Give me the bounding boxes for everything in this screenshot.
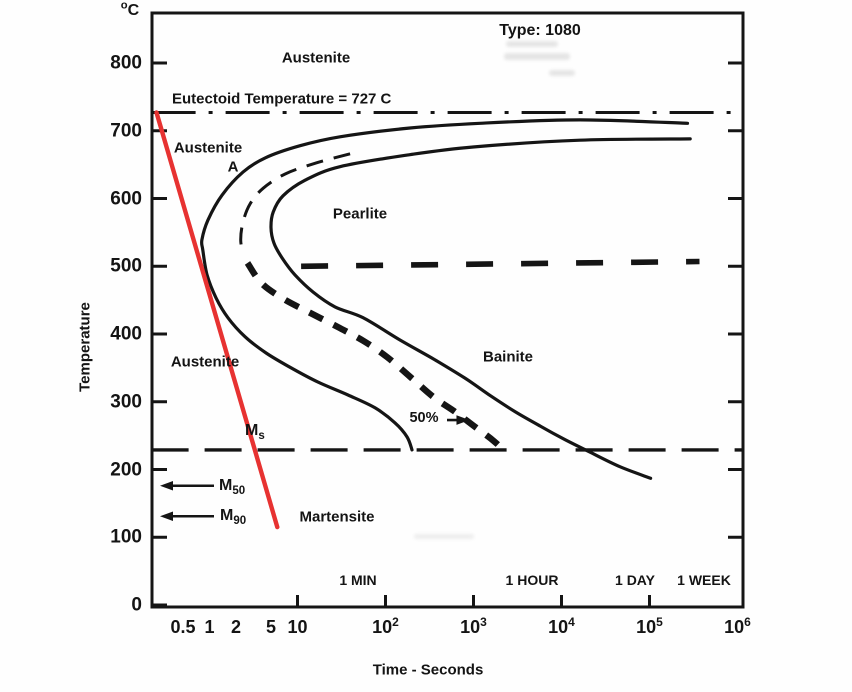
x-tick-label: 10 xyxy=(287,617,308,637)
curve-fifty-percent-upper xyxy=(239,152,351,255)
ms-base: M xyxy=(245,422,259,439)
curve-fifty-percent-lower xyxy=(244,261,503,450)
label-austenite-upper-left: Austenite xyxy=(173,139,243,157)
x-tick-label: 106 xyxy=(724,615,751,637)
m90-arrow-head xyxy=(160,511,173,522)
label-austenite-top: Austenite xyxy=(281,49,351,67)
label-martensite: Martensite xyxy=(299,508,375,526)
m50-arrow-head xyxy=(160,480,173,491)
m90-base: M xyxy=(220,507,234,524)
chart-title: Type: 1080 xyxy=(499,22,581,39)
arrows-group xyxy=(160,415,470,522)
m50-base: M xyxy=(219,477,233,494)
y-tick-label: 100 xyxy=(110,526,142,548)
curves-group xyxy=(151,110,743,530)
m90-sub: 90 xyxy=(233,515,247,528)
label-pearlite: Pearlite xyxy=(332,205,388,223)
y-tick-label: 200 xyxy=(110,459,142,480)
plot-frame xyxy=(150,11,745,609)
curve-bainite-500C-boundary xyxy=(301,258,700,270)
label-m50: M50 xyxy=(219,477,246,498)
curve-transformation-finish xyxy=(269,137,692,480)
x-tick-label: 1 xyxy=(204,617,215,637)
y-tick-label: 700 xyxy=(110,120,142,142)
y-tick-label: 300 xyxy=(110,391,142,413)
y-axis-unit-sup: o xyxy=(120,0,128,12)
x-tick-label: 0.5 xyxy=(170,617,196,637)
marker-1-min: 1 MIN xyxy=(339,572,377,588)
x-tick-label: 103 xyxy=(460,615,487,637)
label-50-percent: 50% xyxy=(409,409,439,426)
label-ms: Ms xyxy=(245,422,265,443)
x-tick-label: 102 xyxy=(372,615,399,637)
y-axis-unit: oC xyxy=(120,0,140,19)
y-tick-label: 0 xyxy=(131,594,142,616)
label-austenite-lower-left: Austenite xyxy=(170,353,240,371)
m50-sub: 50 xyxy=(232,485,246,498)
curve-cooling-curve xyxy=(154,110,280,530)
y-tick-label: 800 xyxy=(110,52,142,74)
smudge xyxy=(506,41,558,47)
ms-sub: s xyxy=(258,430,265,443)
y-tick-label: 600 xyxy=(110,188,142,209)
x-tick-label: 105 xyxy=(636,615,663,637)
marker-1-hour: 1 HOUR xyxy=(505,572,559,588)
label-m90: M90 xyxy=(220,507,247,528)
y-tick-label: 500 xyxy=(110,255,142,277)
smudge xyxy=(414,534,474,539)
x-axis-title: Time - Seconds xyxy=(372,661,484,679)
x-tick-label: 5 xyxy=(265,617,277,637)
y-tick-label: 400 xyxy=(110,323,142,345)
label-bainite: Bainite xyxy=(482,348,534,366)
fifty-percent-arrow-head xyxy=(456,415,470,425)
label-eutectoid-temperature: Eutectoid Temperature = 727 C xyxy=(172,90,392,108)
smudge xyxy=(549,70,575,76)
axes-group xyxy=(150,11,745,609)
curve-transformation-start xyxy=(199,118,690,452)
label-a-abbrev: A xyxy=(227,158,239,176)
x-tick-label: 2 xyxy=(230,617,241,637)
marker-1-week: 1 WEEK xyxy=(677,572,731,588)
y-axis-unit-base: C xyxy=(127,2,140,19)
x-tick-label: 104 xyxy=(548,615,575,637)
marker-1-day: 1 DAY xyxy=(615,572,655,588)
y-axis-title: Temperature xyxy=(76,302,94,392)
smudge xyxy=(504,53,570,60)
